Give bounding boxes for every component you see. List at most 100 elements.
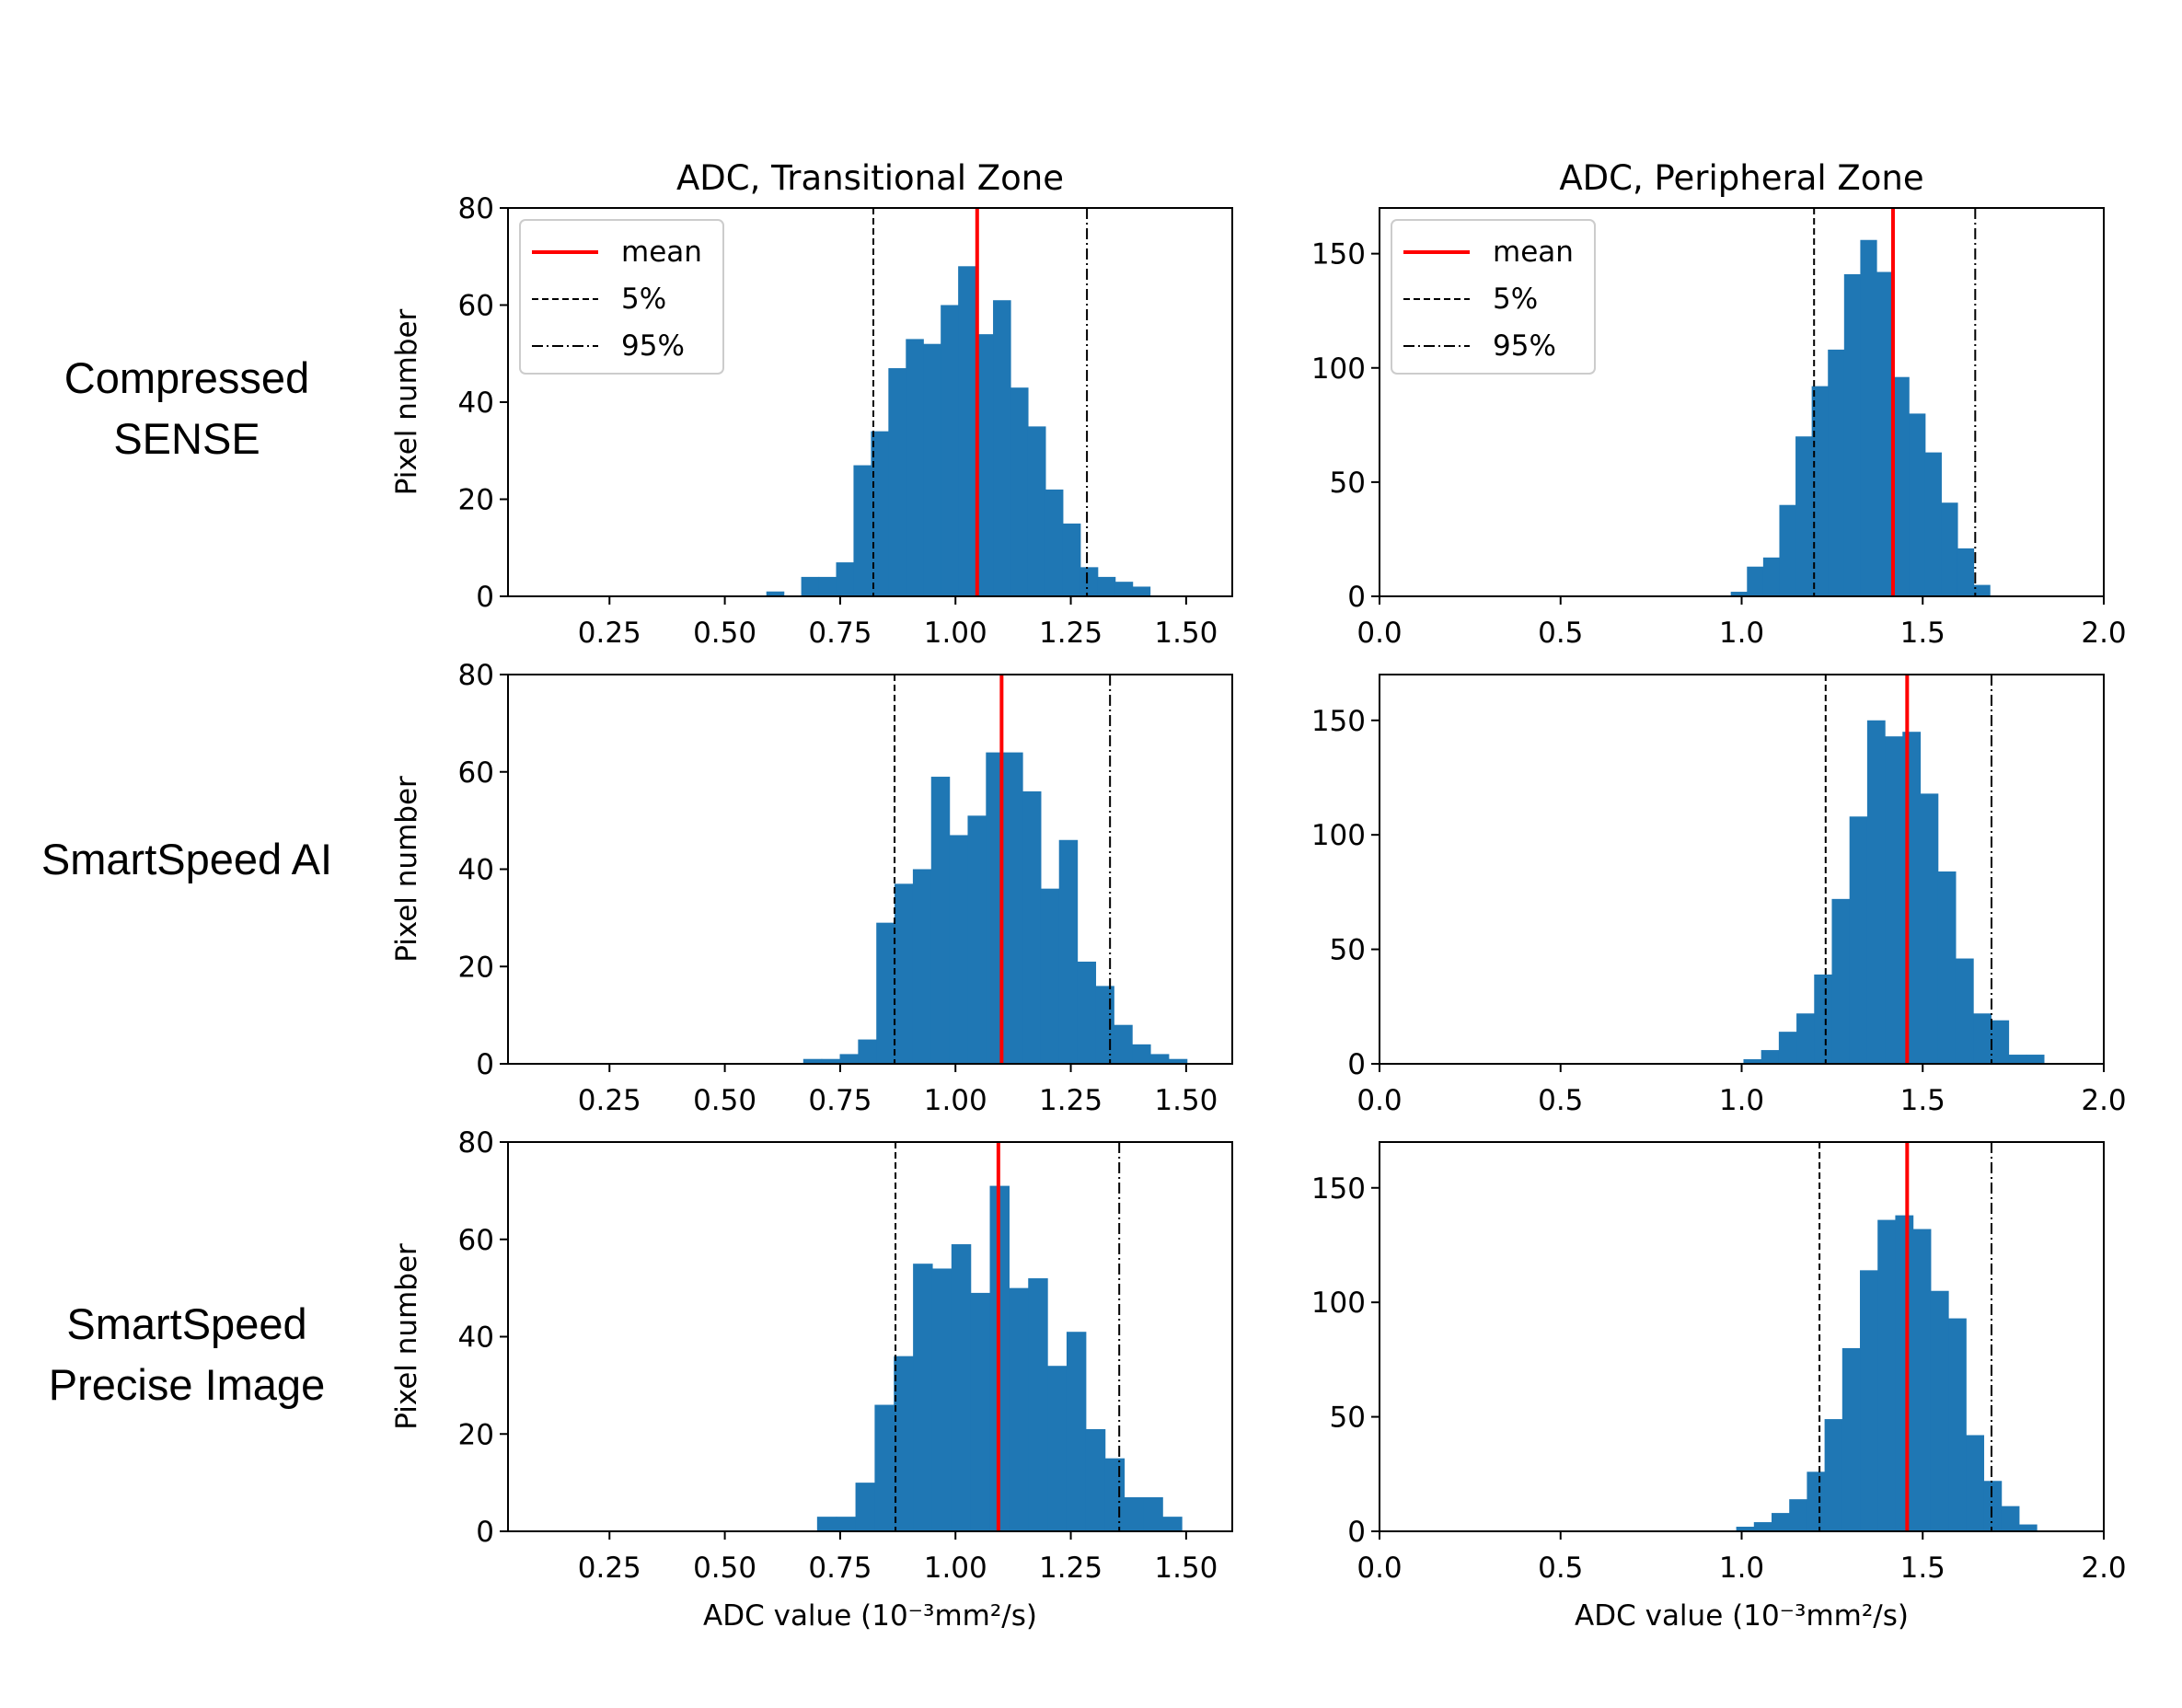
histogram-bar	[1077, 961, 1097, 1064]
legend-box	[1391, 219, 1596, 375]
panel-6: 0.0 0.5 1.0 1.5 2.0 0 50 100 150 ADC value (10⁻³m…	[1311, 1141, 2127, 1633]
histogram-bar	[1973, 584, 1991, 596]
x-axis-label: ADC value (10⁻³mm²/s)	[703, 1599, 1037, 1633]
x-tick-label: 1.00	[924, 1552, 987, 1585]
panel-4: 0.0 0.5 1.0 1.5 2.0 0 50 100 150	[1311, 674, 2127, 1117]
histogram-bar	[1004, 752, 1023, 1064]
histogram-bar	[1062, 523, 1081, 597]
legend-5pct-label: 5%	[621, 283, 666, 316]
panel-title: ADC, Transitional Zone	[676, 158, 1064, 198]
histogram-bar	[766, 591, 785, 596]
y-tick-label: 50	[1330, 1402, 1366, 1435]
y-tick-label: 40	[458, 1321, 494, 1355]
histogram-bar	[923, 343, 941, 596]
row-label-3-line1: SmartSpeed	[66, 1299, 307, 1348]
x-tick-label: 0.75	[808, 1552, 872, 1585]
x-tick-label: 2.0	[2081, 1084, 2126, 1117]
histogram-bar	[1124, 1496, 1144, 1531]
histogram-bar	[1027, 426, 1046, 597]
histogram-bar	[906, 339, 924, 596]
histogram-bar	[801, 576, 820, 596]
histogram-bar	[1957, 548, 1975, 596]
y-axis-label: Pixel number	[390, 1243, 423, 1430]
axes-frame	[507, 674, 1233, 1065]
row-label-1: Compressed SENSE	[3, 348, 371, 469]
y-tick-label: 0	[476, 1516, 494, 1549]
histogram-bar	[818, 576, 837, 596]
y-tick-label: 100	[1311, 352, 1366, 386]
histogram-bar	[1877, 1219, 1897, 1531]
histogram-bar	[1066, 1332, 1087, 1531]
histogram-bar	[1149, 1054, 1170, 1064]
y-tick-label: 0	[476, 581, 494, 614]
y-tick-label: 0	[1347, 1048, 1366, 1081]
x-tick-label: 1.00	[924, 1084, 987, 1117]
histogram-bar	[894, 1356, 914, 1531]
y-tick-label: 0	[1347, 1516, 1366, 1549]
y-tick-label: 150	[1311, 705, 1366, 738]
histogram-bar	[1941, 502, 1958, 596]
histogram-bar	[1104, 1458, 1126, 1531]
histogram-bar	[2018, 1524, 2038, 1531]
histogram-bar	[1948, 1318, 1967, 1531]
histogram-bar	[1824, 1419, 1843, 1531]
histogram-bar	[1779, 504, 1796, 596]
x-tick-label: 1.50	[1154, 617, 1218, 650]
histogram-bar	[1761, 1050, 1780, 1064]
histogram-bar	[1114, 1024, 1133, 1064]
legend-95pct-label: 95%	[621, 329, 685, 363]
y-tick-label: 60	[458, 1224, 494, 1257]
x-tick-label: 0.75	[808, 1084, 872, 1117]
x-tick-label: 0.5	[1538, 617, 1583, 650]
x-tick-label: 0.5	[1538, 1552, 1583, 1585]
histogram-bar	[1743, 1059, 1762, 1064]
histogram-bar	[1811, 386, 1829, 596]
histogram-bar	[1772, 1513, 1790, 1531]
x-tick-label: 0.0	[1357, 1552, 1402, 1585]
histogram-bar	[1079, 567, 1099, 596]
x-tick-label: 0.25	[578, 617, 641, 650]
histogram-bar	[1828, 349, 1845, 596]
histogram-bar	[874, 1404, 895, 1531]
y-tick-label: 80	[458, 192, 494, 225]
histogram-bar	[1022, 791, 1042, 1064]
x-tick-label: 1.0	[1719, 1084, 1764, 1117]
x-tick-label: 1.25	[1039, 1084, 1103, 1117]
x-tick-label: 0.25	[578, 1084, 641, 1117]
axes-frame	[1379, 1141, 2105, 1532]
histogram-bar	[1876, 271, 1894, 596]
histogram-bar	[802, 1058, 823, 1064]
histogram-bar	[1937, 871, 1957, 1064]
histogram-bar	[858, 1039, 877, 1064]
y-tick-label: 50	[1330, 467, 1366, 500]
histogram-bar	[1045, 489, 1064, 596]
histogram-bar	[1909, 413, 1926, 596]
x-tick-label: 0.0	[1357, 1084, 1402, 1117]
panel-2: 0.0 0.5 1.0 1.5 2.0 0 50 100 150 ADC, Peripheral …	[1311, 158, 2127, 650]
y-tick-label: 20	[458, 1418, 494, 1451]
histogram-bar	[1040, 888, 1060, 1064]
x-tick-label: 1.5	[1900, 1084, 1945, 1117]
legend-mean-label: mean	[1493, 236, 1574, 269]
histogram-bar	[931, 1268, 952, 1531]
histogram-bar	[1902, 732, 1922, 1064]
histogram-bar	[1762, 557, 1781, 596]
y-tick-label: 0	[476, 1048, 494, 1081]
x-tick-label: 1.25	[1039, 1552, 1103, 1585]
histogram-bar	[1747, 566, 1764, 596]
histogram-bar	[1058, 839, 1079, 1064]
histogram-bar	[1047, 1366, 1068, 1531]
histogram-bar	[912, 869, 932, 1064]
x-tick-label: 1.5	[1900, 617, 1945, 650]
histogram-bar	[871, 431, 889, 596]
x-axis-label: ADC value (10⁻³mm²/s)	[1575, 1599, 1909, 1633]
histogram-bar	[1132, 586, 1151, 596]
histogram-bar	[1866, 720, 1886, 1064]
histogram-bar	[1841, 1347, 1861, 1531]
histogram-bar	[1920, 793, 1939, 1064]
y-axis-label: Pixel number	[390, 776, 423, 963]
x-tick-label: 0.50	[693, 1552, 756, 1585]
legend: mean 5% 95%	[519, 219, 724, 375]
histogram-bar	[1860, 1270, 1878, 1531]
x-tick-label: 0.75	[808, 617, 872, 650]
